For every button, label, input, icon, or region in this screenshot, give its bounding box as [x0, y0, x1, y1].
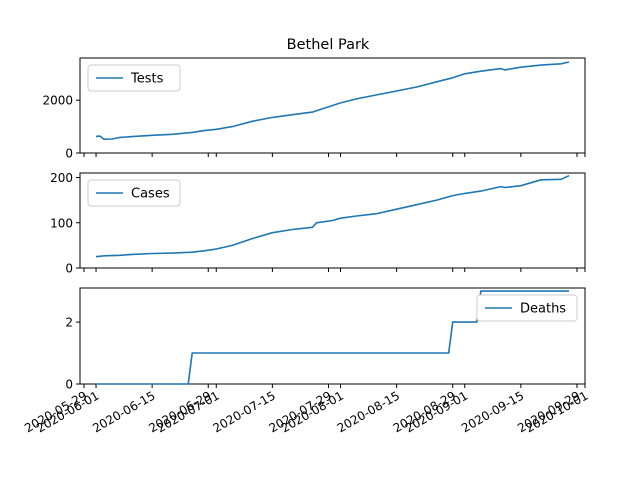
plot-frame	[79, 172, 586, 269]
chart-title: Bethel Park	[287, 37, 370, 53]
x-tick-label: 2020-07-15	[210, 388, 277, 435]
panel-2: 0 100 200 Cases	[50, 171, 586, 276]
y-tick-label: 0	[65, 147, 73, 161]
legend-box	[87, 64, 181, 92]
series-line-cases	[95, 174, 570, 258]
y-tick-label: 0	[65, 262, 73, 276]
panel-3: 0 2 Deaths	[65, 287, 586, 392]
legend-box	[87, 179, 181, 207]
series-line-tests	[95, 61, 570, 141]
plot-frame	[79, 57, 586, 154]
legend-label: Cases	[131, 187, 170, 202]
y-tick-label: 2	[65, 316, 73, 330]
x-tick-label: 2020-09-15	[459, 388, 526, 435]
y-tick-label: 200	[50, 171, 73, 185]
legend: Deaths	[476, 294, 578, 322]
plot-frame	[79, 287, 586, 385]
y-tick-label: 100	[50, 216, 73, 230]
legend-box	[476, 294, 578, 322]
legend-label: Deaths	[520, 302, 566, 317]
y-tick-label: 0	[65, 378, 73, 392]
legend: Cases	[87, 179, 181, 207]
legend-label: Tests	[130, 72, 164, 87]
panel-1: 0 2000 Tests	[42, 57, 586, 161]
x-tick-label: 2020-08-15	[335, 388, 402, 435]
legend: Tests	[87, 64, 181, 92]
y-tick-label: 2000	[42, 94, 73, 108]
x-tick-label: 2020-06-15	[90, 388, 157, 435]
